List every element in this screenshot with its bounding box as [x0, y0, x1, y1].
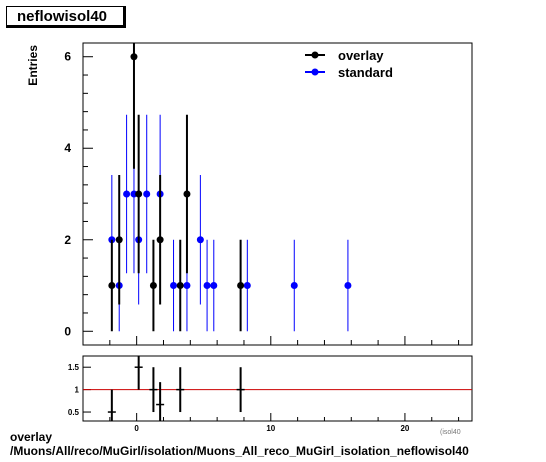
overlay-point [156, 236, 164, 244]
standard-point [344, 282, 352, 290]
footer-caption: overlay /Muons/All/reco/MuGirl/isolation… [10, 430, 469, 458]
ratio-x-axis-title-fragment: (isol40 [440, 429, 461, 436]
ratio-plot-frame [82, 355, 473, 422]
legend-label-standard: standard [338, 65, 393, 80]
main-y-tick-label: 6 [64, 50, 71, 64]
overlay-point [108, 282, 116, 290]
main-y-tick-label: 2 [64, 233, 71, 247]
main-y-axis-title: Entries [26, 45, 40, 86]
ratio-x-tick-label: 20 [400, 424, 409, 433]
overlay-point [237, 282, 245, 290]
ratio-y-tick-label: 1.5 [68, 363, 80, 372]
histogram-title: neflowisol40 [17, 8, 108, 25]
legend-marker-overlay [311, 51, 319, 59]
ratio-x-tick-label: 0 [134, 424, 139, 433]
overlay-point [183, 190, 191, 198]
legend-marker-standard [311, 68, 319, 76]
overlay-point [130, 53, 138, 61]
overlay-point [115, 236, 123, 244]
standard-point [170, 282, 178, 290]
standard-point [210, 282, 218, 290]
ratio-x-tick-label: 10 [266, 424, 275, 433]
standard-point [203, 282, 211, 290]
overlay-point [149, 282, 157, 290]
ratio-y-tick-label: 0.5 [68, 408, 80, 417]
main-y-tick-label: 4 [64, 141, 71, 155]
main-y-tick-label: 0 [64, 324, 71, 338]
histogram-title-box: neflowisol40 [6, 6, 126, 28]
footer-line-2: /Muons/All/reco/MuGirl/isolation/Muons_A… [10, 444, 469, 458]
standard-point [143, 190, 151, 198]
overlay-point [176, 282, 184, 290]
standard-point [183, 282, 191, 290]
overlay-point [135, 190, 143, 198]
standard-point [123, 190, 131, 198]
footer-line-1: overlay [10, 430, 53, 444]
ratio-y-tick-label: 1 [75, 386, 80, 395]
standard-point [243, 282, 251, 290]
main-plot-frame [82, 42, 473, 346]
standard-point [290, 282, 298, 290]
legend-label-overlay: overlay [338, 48, 384, 63]
standard-point [196, 236, 204, 244]
